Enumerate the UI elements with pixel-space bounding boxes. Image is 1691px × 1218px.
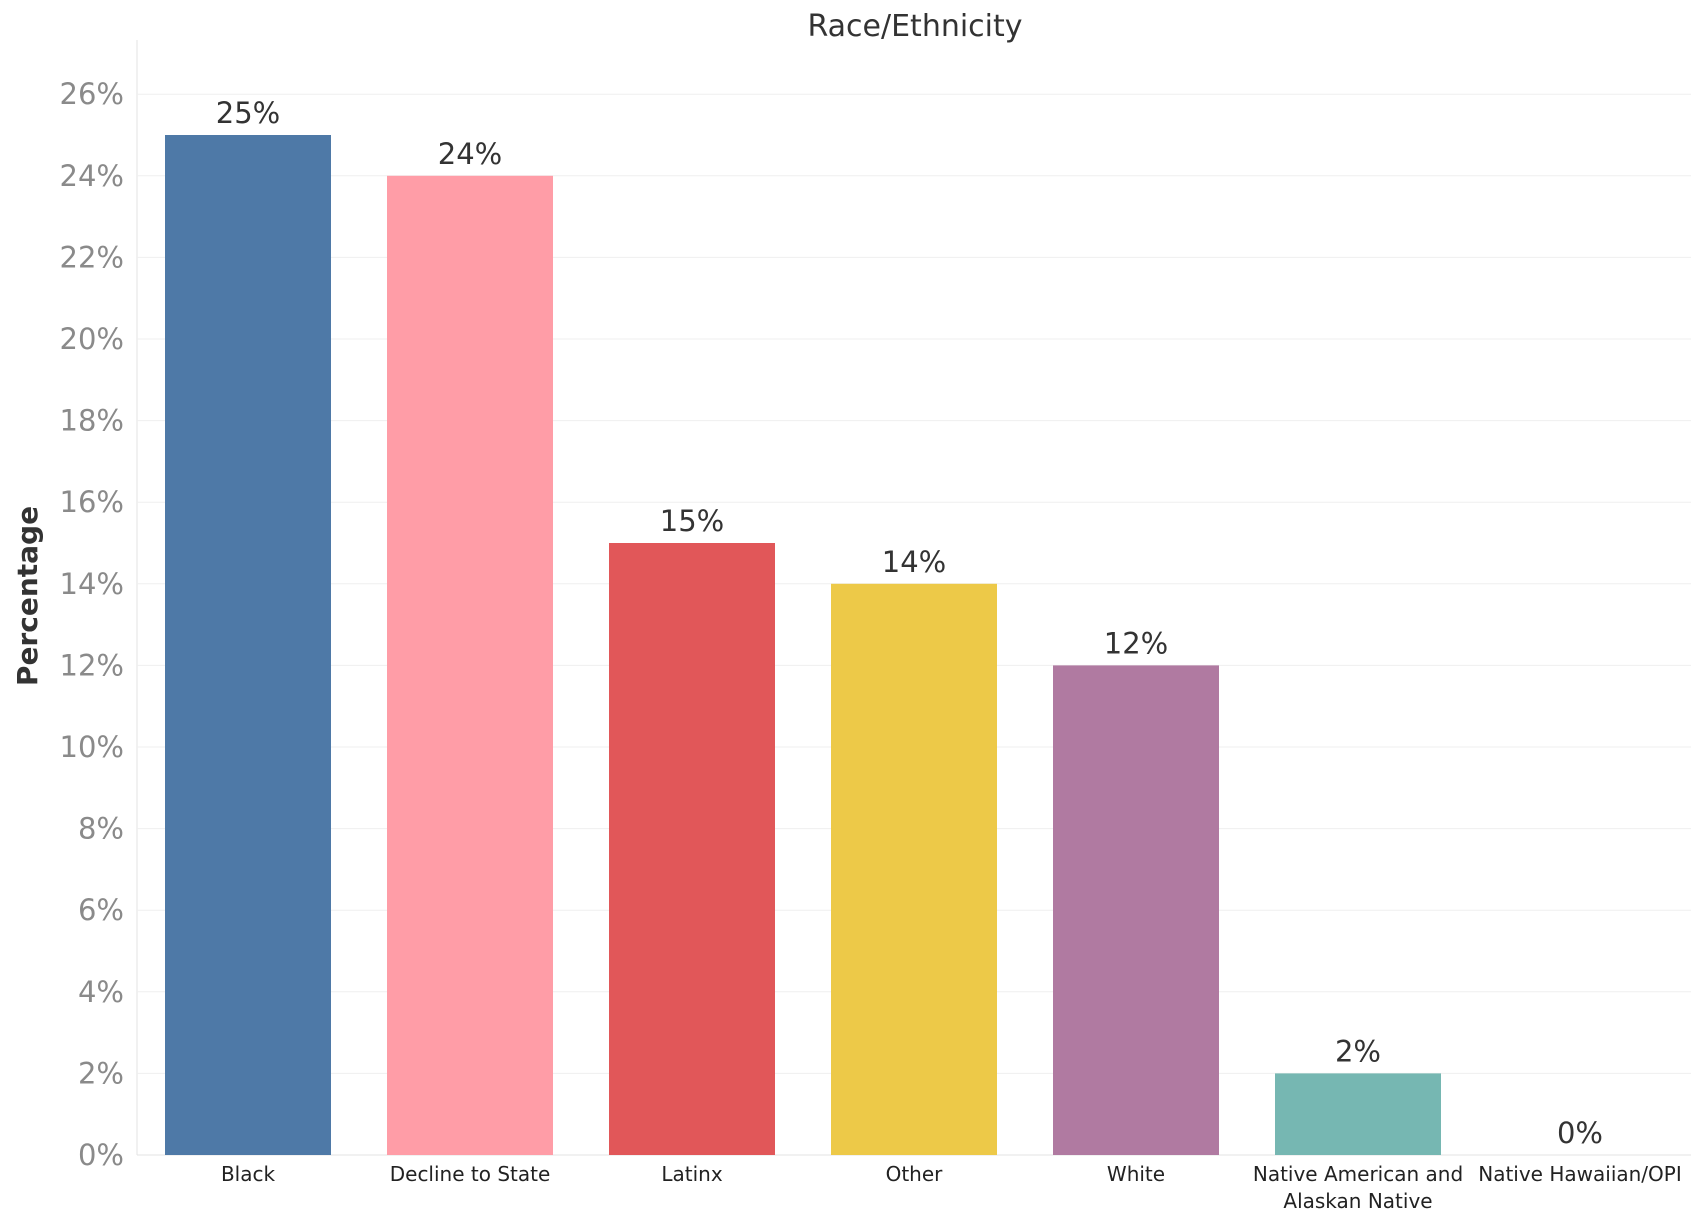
bar [387, 175, 553, 1156]
y-tick-label: 0% [78, 1138, 124, 1172]
chart-title: Race/Ethnicity [807, 9, 1022, 44]
bar [1053, 665, 1219, 1155]
bar [609, 543, 775, 1155]
y-tick-label: 24% [60, 159, 124, 193]
x-tick-label: Latinx [661, 1162, 722, 1186]
y-tick-label: 8% [78, 812, 124, 846]
y-tick-label: 12% [60, 648, 124, 682]
data-label: 25% [216, 96, 280, 130]
y-axis-ticks: 0% 2% 4% 6% 8% 10% 12% 14% 16% 18% 20% 22% 24% 26% [60, 77, 124, 1172]
y-tick-label: 14% [60, 567, 124, 601]
x-tick-label: White [1107, 1162, 1165, 1186]
x-tick-label: Native Hawaiian/OPI [1478, 1162, 1682, 1186]
data-label: 12% [1104, 626, 1168, 660]
y-tick-label: 18% [60, 404, 124, 438]
data-label: 15% [660, 504, 724, 538]
y-tick-label: 22% [60, 240, 124, 274]
y-tick-label: 6% [78, 893, 124, 927]
bars [165, 135, 1441, 1156]
y-axis-label: Percentage [11, 506, 44, 686]
x-tick-label: Black [221, 1162, 276, 1186]
x-tick-label: Native American and [1253, 1162, 1463, 1186]
data-label: 2% [1335, 1034, 1381, 1068]
x-tick-label: Alaskan Native [1283, 1189, 1432, 1213]
bar [1275, 1073, 1441, 1155]
y-tick-label: 4% [78, 975, 124, 1009]
y-tick-label: 2% [78, 1056, 124, 1090]
x-tick-label: Decline to State [390, 1162, 551, 1186]
data-label: 0% [1557, 1116, 1603, 1150]
data-label: 24% [438, 137, 502, 171]
data-label: 14% [882, 545, 946, 579]
bar [831, 583, 997, 1155]
y-tick-label: 20% [60, 322, 124, 356]
bar [165, 135, 331, 1155]
y-tick-label: 26% [60, 77, 124, 111]
y-tick-label: 10% [60, 730, 124, 764]
x-axis-ticks: Black Decline to State Latinx Other White Nat… [221, 1162, 1682, 1213]
y-tick-label: 16% [60, 485, 124, 519]
data-labels: 25% 24% 15% 14% 12% 2% 0% [216, 96, 1603, 1150]
x-tick-label: Other [886, 1162, 944, 1186]
